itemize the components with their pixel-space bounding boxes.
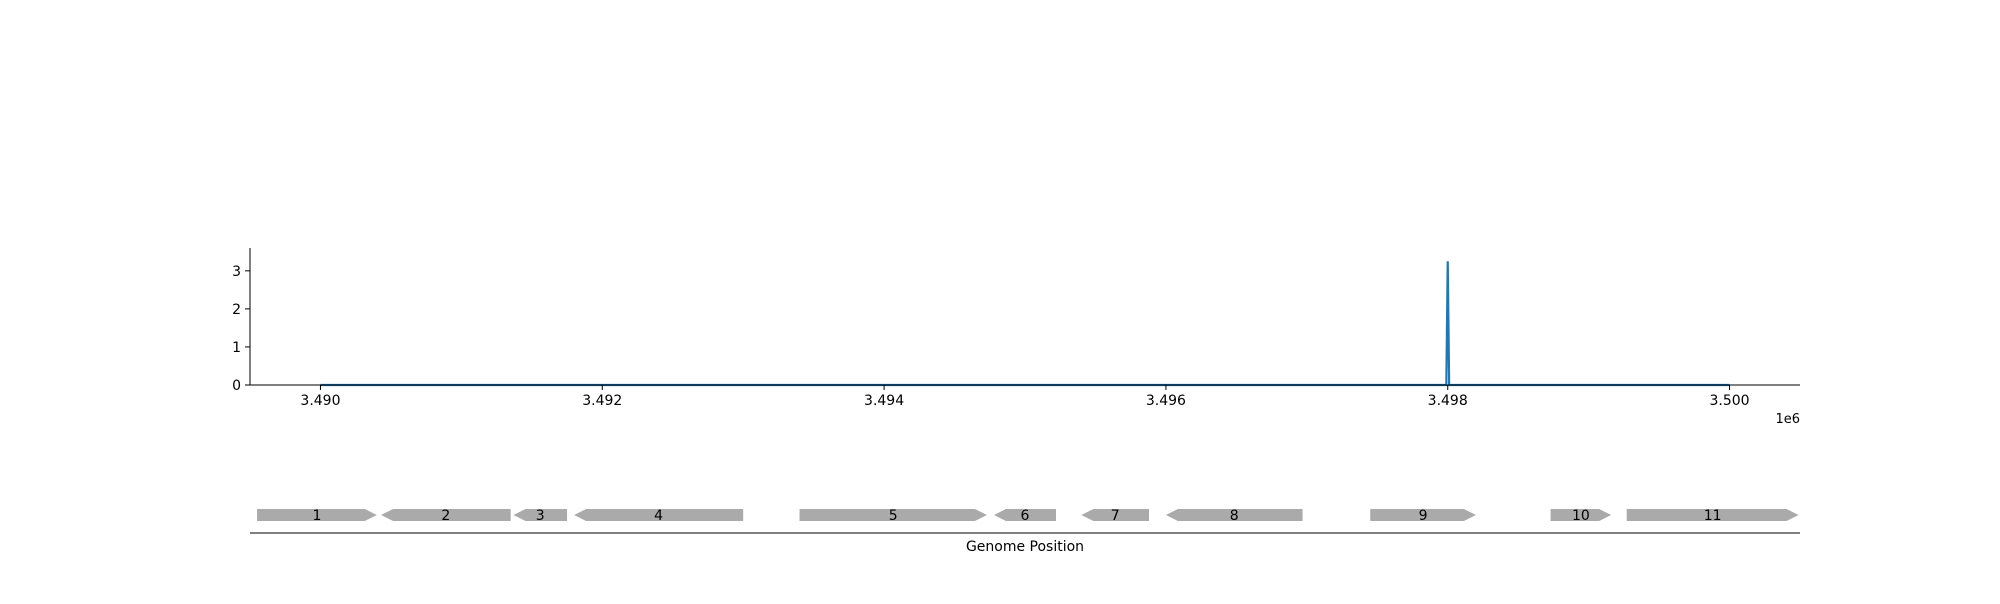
x-tick-label: 3.494	[864, 393, 904, 409]
gene-label: 1	[312, 508, 321, 524]
gene-arrow-10	[1550, 509, 1612, 521]
gene-label: 10	[1572, 508, 1590, 524]
coverage-series-group	[320, 261, 1730, 387]
x-tick-label: 3.498	[1428, 393, 1468, 409]
gene-label: 8	[1230, 508, 1239, 524]
x-tick-label: 3.490	[300, 393, 340, 409]
y-tick-label: 3	[232, 264, 241, 280]
y-tick-label: 1	[232, 340, 241, 356]
x-axis-ticks: 3.490 3.492 3.494 3.496 3.498 3.500	[300, 385, 1750, 409]
gene-label: 5	[889, 508, 898, 524]
x-axis-offset-label: 1e6	[1775, 412, 1800, 427]
gene-label: 2	[441, 508, 450, 524]
x-axis-label: Genome Position	[966, 539, 1084, 555]
gene-arrow-9	[1370, 509, 1476, 521]
y-tick-label: 2	[232, 302, 241, 318]
x-tick-label: 3.500	[1709, 393, 1749, 409]
gene-arrow-1	[257, 509, 377, 521]
gene-arrow-3	[513, 509, 568, 521]
gene-label: 11	[1704, 508, 1722, 524]
gene-arrow-2	[381, 509, 511, 521]
gene-arrow-8	[1165, 509, 1303, 521]
gene-label: 9	[1419, 508, 1428, 524]
gene-label: 4	[654, 508, 663, 524]
x-tick-label: 3.492	[582, 393, 622, 409]
gene-label: 3	[536, 508, 545, 524]
coverage-plot: 3.490 3.492 3.494 3.496 3.498 3.500 0 1 2 3 1e6	[232, 248, 1800, 427]
coverage-series-line-0	[320, 261, 1730, 387]
gene-arrows-group: 1 2 3 4 5 6 7 8 9 10 11	[257, 508, 1799, 524]
gene-arrow-4	[574, 509, 744, 521]
gene-arrow-5	[799, 509, 987, 521]
gene-arrow-6	[994, 509, 1056, 521]
gene-arrow-7	[1081, 509, 1149, 521]
gene-label: 6	[1021, 508, 1030, 524]
gene-arrow-11	[1626, 509, 1799, 521]
y-axis-ticks: 0 1 2 3	[232, 264, 250, 394]
y-tick-label: 0	[232, 378, 241, 394]
gene-label: 7	[1111, 508, 1120, 524]
gene-track: 1 2 3 4 5 6 7 8 9 10 11 Genome Position	[250, 508, 1800, 555]
x-tick-label: 3.496	[1146, 393, 1186, 409]
